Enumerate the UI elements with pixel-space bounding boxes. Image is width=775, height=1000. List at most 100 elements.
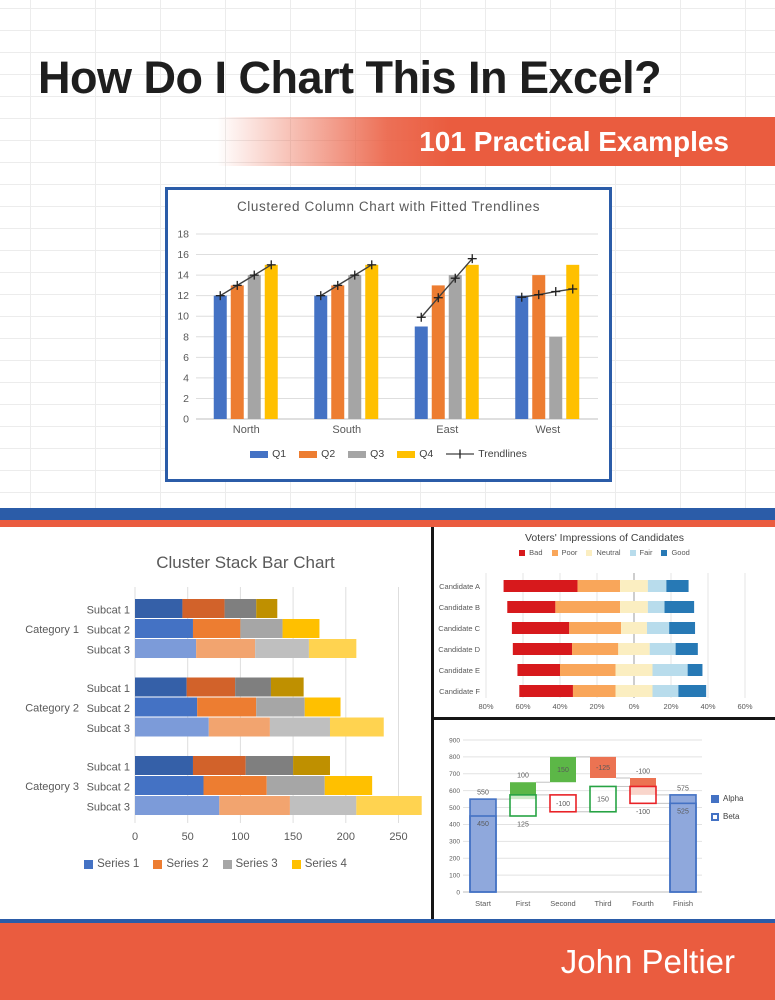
x-axis-label: 100 [231,831,249,843]
subcategory-label: Subcat 2 [87,703,130,715]
x-axis-label: Third [594,899,611,908]
x-axis-label: 60% [515,702,530,711]
diverging-stacked-plot: 80% 60% 40% 20% 0% 20% 40% 60% Candidate A Candid… [438,573,753,711]
x-axis-label: First [516,899,531,908]
legend-swatch [250,450,269,458]
candidate-label: Candidate B [439,603,480,612]
bar-segment [182,599,225,618]
bar-segment [646,622,670,634]
bar-segment [507,601,556,613]
y-axis-label: 200 [449,856,460,863]
column [230,285,244,419]
bar-segment [266,776,325,795]
chart-title: Clustered Column Chart with Fitted Trend… [236,199,541,214]
legend-item: Q2 [299,448,335,460]
waterfall-bar [590,756,616,778]
bar-segment [517,664,560,676]
y-axis-label: 8 [183,331,189,343]
bar-segment [664,601,695,613]
panel-divider-vertical [431,527,434,919]
x-axis-label: South [332,424,361,436]
legend-item: Q4 [397,448,433,460]
waterfall-bar [669,802,697,893]
value-label: 450 [477,821,489,828]
bar-segment [135,619,193,638]
bar-segment [219,796,290,815]
bar-segment [282,619,320,638]
legend-swatch [661,549,668,556]
value-label: 150 [557,767,569,774]
bar-segment [577,580,621,592]
subcategory-label: Subcat 1 [87,683,130,695]
x-axis-label: East [436,424,458,436]
x-axis-label: 50 [182,831,194,843]
legend: Q1 Q2 Q3 Q4 Trendlines [168,448,609,460]
bar-segment [615,685,653,697]
x-axis-label: North [233,424,260,436]
y-axis-label: 14 [177,270,189,282]
legend-label: Q1 [272,448,287,460]
x-axis-label: 200 [337,831,355,843]
bar-segment [293,756,330,775]
bar-segment [615,664,653,676]
divider-blue-stripe [0,508,775,520]
trendline [320,264,373,297]
y-axis-label: 300 [449,839,460,846]
bar-segment [135,796,220,815]
bar-segment [203,776,267,795]
y-axis-label: 10 [177,311,189,323]
bar-segment [197,697,257,717]
subcategory-label: Subcat 3 [87,723,130,735]
column [431,285,445,419]
x-axis-label: Second [550,899,575,908]
legend-label: Q4 [419,448,434,460]
bar-segment [356,796,422,815]
x-axis-label: 80% [478,702,493,711]
bar-segment [620,601,648,613]
legend-swatch [222,859,232,869]
y-axis-label: 12 [177,290,189,302]
x-axis-label: Fourth [632,899,654,908]
bar-segment [135,717,209,737]
bar-segment [555,601,621,613]
trendline [219,264,272,297]
legend-item: Q3 [348,448,384,460]
bar-segment [519,685,573,697]
candidate-label: Candidate C [438,624,480,633]
bar-segment [621,622,647,634]
value-label: -100 [636,809,650,816]
column [515,295,529,419]
legend-label: Neutral [596,548,621,557]
legend-label: Q3 [370,448,385,460]
y-axis-label: 0 [183,414,189,426]
value-label: -100 [636,769,650,776]
legend-swatch [291,859,301,869]
x-axis-label: Finish [673,899,693,908]
footer-blue-stripe [0,919,775,923]
column [247,275,261,419]
legend-label: Bad [529,548,543,557]
waterfall-bar [509,794,537,817]
bar-segment [245,756,294,775]
bar-segment [647,601,665,613]
column [566,264,580,419]
legend-item: Series 1 [84,858,139,870]
legend: Bad Poor Neutral Fair Good [434,548,775,557]
legend-item: Alpha [711,794,743,803]
bar-segment [192,619,241,638]
legend-label: Alpha [723,794,744,803]
x-axis-label: 0 [132,831,138,843]
paired-waterfall-plot: 0 100 200 300 400 500 600 700 800 900 Start First Se… [449,737,702,908]
bar-segment [135,776,204,795]
bar-segment [289,796,357,815]
category-label: Category 1 [25,624,79,636]
bar-segment [649,643,676,655]
legend-item: Trendlines [446,448,527,460]
y-axis-label: 400 [449,822,460,829]
bar-segment [560,664,616,676]
y-axis-label: 700 [449,771,460,778]
bar-segment [224,599,257,618]
subtitle-banner: 101 Practical Examples [0,117,775,166]
bar-segment [256,697,305,717]
